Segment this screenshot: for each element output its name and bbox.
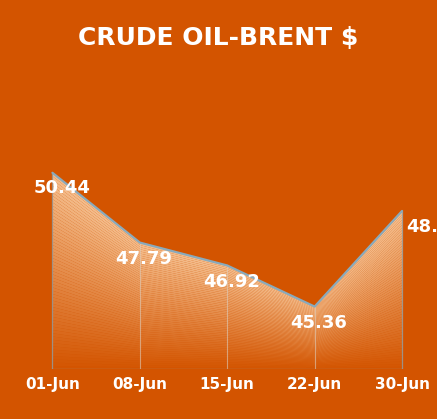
Text: CRUDE OIL-BRENT $: CRUDE OIL-BRENT $	[78, 26, 359, 50]
Text: 45.36: 45.36	[290, 315, 347, 332]
Text: 47.79: 47.79	[115, 251, 172, 269]
Text: 48.99: 48.99	[406, 217, 437, 235]
Text: 50.44: 50.44	[33, 179, 90, 197]
Text: 46.92: 46.92	[203, 273, 260, 291]
